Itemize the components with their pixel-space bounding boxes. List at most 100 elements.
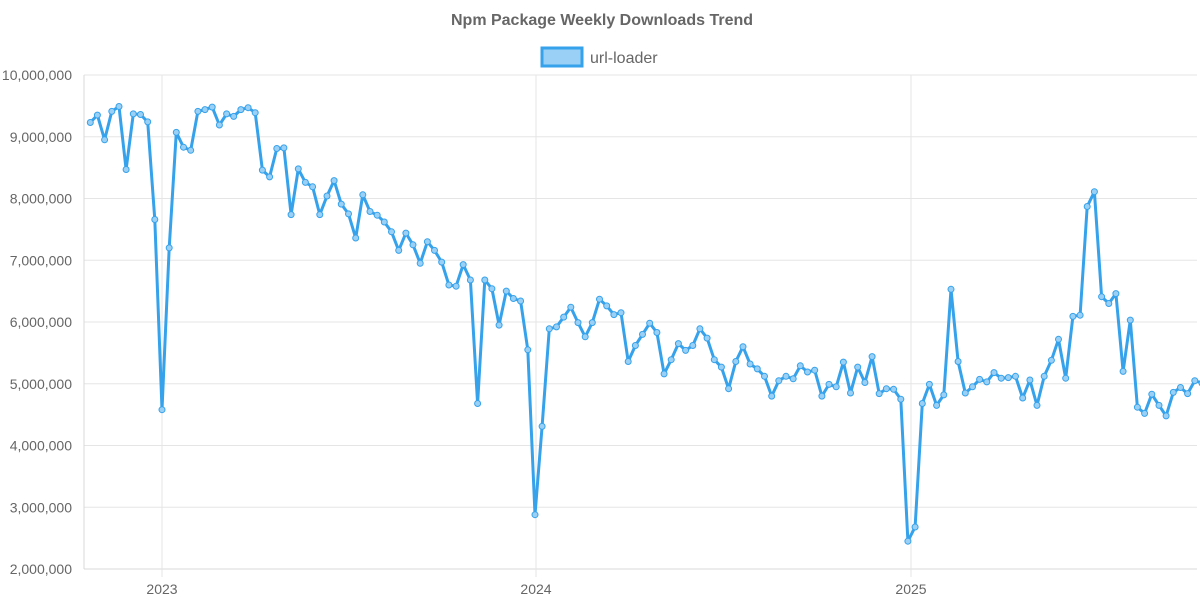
data-point[interactable] bbox=[1191, 377, 1199, 385]
data-point[interactable] bbox=[194, 107, 202, 115]
data-point[interactable] bbox=[431, 246, 438, 254]
data-point[interactable] bbox=[560, 313, 568, 321]
data-point[interactable] bbox=[854, 363, 862, 371]
data-point[interactable] bbox=[1162, 412, 1170, 420]
data-point[interactable] bbox=[301, 178, 309, 186]
data-point[interactable] bbox=[337, 200, 345, 208]
data-point[interactable] bbox=[890, 385, 898, 393]
data-point[interactable] bbox=[847, 389, 854, 397]
data-point[interactable] bbox=[495, 321, 503, 329]
data-point[interactable] bbox=[1141, 409, 1149, 417]
data-point[interactable] bbox=[789, 375, 797, 383]
data-point[interactable] bbox=[1169, 388, 1177, 396]
data-point[interactable] bbox=[108, 107, 116, 115]
data-point[interactable] bbox=[1083, 203, 1091, 210]
data-point[interactable] bbox=[1133, 403, 1141, 411]
data-point[interactable] bbox=[531, 511, 539, 519]
data-point[interactable] bbox=[330, 177, 338, 185]
data-point[interactable] bbox=[897, 395, 905, 403]
data-point[interactable] bbox=[1026, 376, 1034, 384]
data-point[interactable] bbox=[717, 363, 725, 371]
data-point[interactable] bbox=[230, 112, 238, 120]
data-point[interactable] bbox=[122, 166, 130, 173]
data-point[interactable] bbox=[775, 377, 783, 385]
data-point[interactable] bbox=[796, 362, 804, 370]
data-point[interactable] bbox=[273, 145, 281, 152]
data-point[interactable] bbox=[567, 303, 575, 311]
data-point[interactable] bbox=[596, 295, 603, 303]
data-point[interactable] bbox=[739, 343, 747, 351]
data-point[interactable] bbox=[761, 372, 768, 380]
data-point[interactable] bbox=[137, 111, 144, 118]
data-point[interactable] bbox=[165, 244, 173, 252]
data-point[interactable] bbox=[746, 360, 754, 368]
data-point[interactable] bbox=[524, 346, 532, 354]
data-point[interactable] bbox=[223, 110, 231, 118]
data-point[interactable] bbox=[1090, 188, 1098, 196]
data-point[interactable] bbox=[610, 311, 618, 319]
data-point[interactable] bbox=[294, 165, 302, 173]
data-point[interactable] bbox=[753, 365, 761, 373]
data-point[interactable] bbox=[617, 309, 625, 317]
data-point[interactable] bbox=[990, 369, 998, 377]
data-point[interactable] bbox=[882, 385, 890, 393]
data-point[interactable] bbox=[287, 211, 295, 219]
data-point[interactable] bbox=[1004, 374, 1012, 382]
data-point[interactable] bbox=[1112, 290, 1120, 298]
data-point[interactable] bbox=[703, 334, 711, 342]
data-point[interactable] bbox=[682, 346, 690, 354]
data-point[interactable] bbox=[187, 146, 195, 154]
data-point[interactable] bbox=[976, 375, 984, 383]
data-point[interactable] bbox=[395, 246, 403, 254]
data-point[interactable] bbox=[588, 319, 596, 327]
data-point[interactable] bbox=[689, 342, 697, 349]
data-point[interactable] bbox=[502, 287, 510, 295]
data-point[interactable] bbox=[388, 228, 395, 236]
data-point[interactable] bbox=[459, 261, 467, 269]
data-point[interactable] bbox=[947, 285, 955, 293]
data-point[interactable] bbox=[1076, 311, 1084, 319]
data-point[interactable] bbox=[151, 216, 159, 223]
data-point[interactable] bbox=[101, 136, 109, 144]
legend-label[interactable]: url-loader bbox=[590, 50, 658, 67]
data-point[interactable] bbox=[997, 374, 1005, 382]
data-point[interactable] bbox=[825, 380, 833, 388]
data-point[interactable] bbox=[172, 128, 180, 136]
data-point[interactable] bbox=[158, 406, 166, 414]
data-point[interactable] bbox=[940, 391, 948, 399]
data-point[interactable] bbox=[115, 103, 123, 110]
data-point[interactable] bbox=[215, 121, 223, 129]
data-point[interactable] bbox=[1062, 374, 1070, 382]
data-point[interactable] bbox=[725, 385, 733, 393]
data-point[interactable] bbox=[782, 372, 790, 380]
data-point[interactable] bbox=[1033, 401, 1041, 409]
data-point[interactable] bbox=[933, 401, 941, 409]
data-point[interactable] bbox=[1040, 372, 1048, 380]
data-point[interactable] bbox=[832, 383, 840, 391]
data-point[interactable] bbox=[811, 366, 819, 374]
data-point[interactable] bbox=[373, 211, 381, 219]
data-point[interactable] bbox=[961, 389, 969, 397]
data-point[interactable] bbox=[258, 166, 266, 174]
data-point[interactable] bbox=[208, 103, 216, 111]
data-point[interactable] bbox=[653, 329, 661, 336]
data-point[interactable] bbox=[1055, 335, 1062, 343]
legend[interactable]: url-loader bbox=[540, 46, 658, 68]
data-point[interactable] bbox=[969, 383, 976, 391]
data-point[interactable] bbox=[954, 358, 962, 365]
data-point[interactable] bbox=[674, 340, 682, 348]
data-point[interactable] bbox=[1069, 312, 1077, 320]
data-point[interactable] bbox=[380, 218, 388, 226]
data-point[interactable] bbox=[1019, 394, 1027, 402]
data-point[interactable] bbox=[839, 358, 847, 366]
data-point[interactable] bbox=[1105, 300, 1113, 307]
data-point[interactable] bbox=[280, 144, 288, 152]
data-point[interactable] bbox=[416, 259, 424, 267]
data-point[interactable] bbox=[323, 192, 331, 200]
data-point[interactable] bbox=[93, 111, 101, 119]
data-point[interactable] bbox=[201, 106, 209, 114]
data-point[interactable] bbox=[624, 358, 632, 365]
data-point[interactable] bbox=[237, 106, 245, 114]
data-point[interactable] bbox=[345, 210, 352, 218]
data-point[interactable] bbox=[545, 325, 553, 333]
